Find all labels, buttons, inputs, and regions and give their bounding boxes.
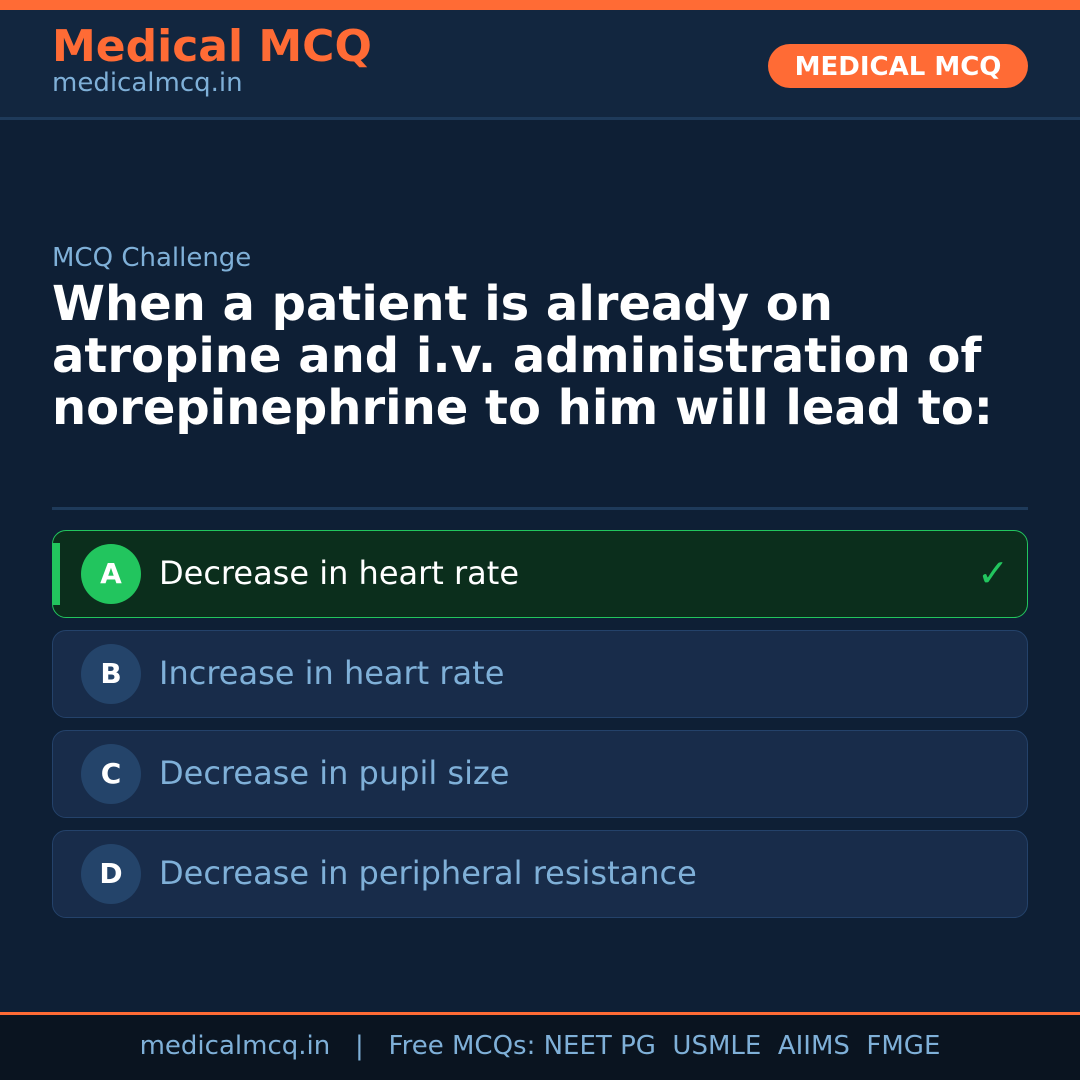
divider	[52, 507, 1028, 510]
option-b[interactable]: B Increase in heart rate	[52, 630, 1028, 718]
option-text: Decrease in heart rate	[159, 554, 519, 592]
option-a[interactable]: A Decrease in heart rate ✓	[52, 530, 1028, 618]
option-letter: C	[81, 744, 141, 804]
site-url: medicalmcq.in	[52, 68, 243, 98]
section-label: MCQ Challenge	[52, 243, 252, 273]
option-d[interactable]: D Decrease in peripheral resistance	[52, 830, 1028, 918]
option-c[interactable]: C Decrease in pupil size	[52, 730, 1028, 818]
option-letter: B	[81, 644, 141, 704]
correct-indicator-bar	[53, 543, 60, 605]
option-text: Decrease in peripheral resistance	[159, 854, 697, 892]
checkmark-icon: ✓	[977, 551, 1009, 595]
option-letter: A	[81, 544, 141, 604]
top-accent-bar	[0, 0, 1080, 10]
question-text: When a patient is already on atropine an…	[52, 276, 993, 436]
option-text: Decrease in pupil size	[159, 754, 510, 792]
brand-badge: MEDICAL MCQ	[768, 44, 1028, 88]
header: Medical MCQ medicalmcq.in MEDICAL MCQ	[0, 10, 1080, 120]
brand-title: Medical MCQ	[52, 21, 372, 72]
option-text: Increase in heart rate	[159, 654, 505, 692]
footer: medicalmcq.in | Free MCQs: NEET PG USMLE…	[0, 1012, 1080, 1080]
option-letter: D	[81, 844, 141, 904]
